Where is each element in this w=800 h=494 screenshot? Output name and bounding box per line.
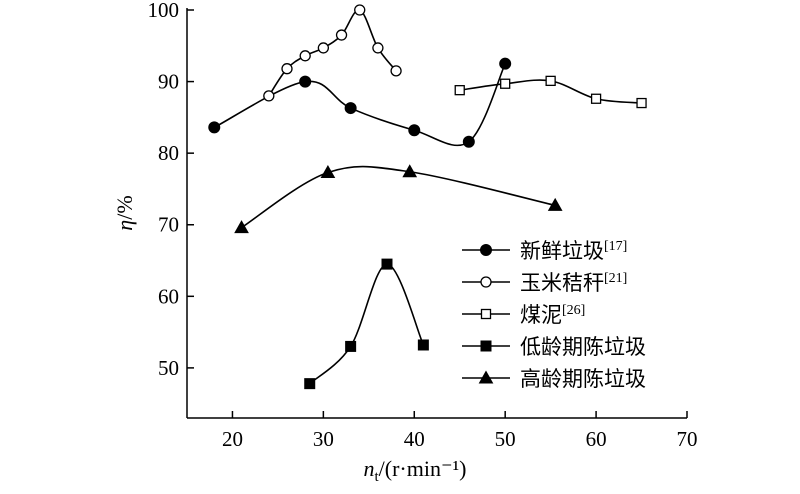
legend-label: 高龄期陈垃圾 xyxy=(520,367,646,391)
legend-label: 新鲜垃圾[17] xyxy=(520,239,627,263)
x-axis-title-main: n xyxy=(363,456,374,481)
data-point xyxy=(417,339,429,351)
y-axis-title-main: η xyxy=(112,220,137,231)
series-3 xyxy=(454,75,647,109)
series-5 xyxy=(234,164,563,234)
y-tick-label: 70 xyxy=(158,213,179,237)
data-point xyxy=(500,78,511,89)
data-point xyxy=(304,378,316,390)
plot-axes xyxy=(186,8,687,419)
data-point xyxy=(299,75,312,88)
data-point xyxy=(454,85,465,96)
legend-label: 煤泥[26] xyxy=(520,303,585,327)
legend-label-name: 玉米秸秆 xyxy=(520,271,604,295)
data-point xyxy=(590,93,602,104)
series-4 xyxy=(304,258,429,390)
data-point xyxy=(636,97,647,109)
legend-item: 玉米秸秆[21] xyxy=(462,271,627,295)
data-point xyxy=(499,57,512,70)
data-point xyxy=(281,63,293,75)
y-tick-label: 60 xyxy=(158,284,179,308)
x-tick-label: 50 xyxy=(495,427,516,451)
y-tick-label: 100 xyxy=(148,0,180,22)
data-point xyxy=(372,42,384,54)
legend-swatch-marker xyxy=(480,340,492,352)
data-point xyxy=(381,258,393,270)
data-point xyxy=(299,50,311,62)
data-point xyxy=(545,75,556,87)
x-tick-label: 20 xyxy=(222,427,243,451)
data-point xyxy=(234,220,249,234)
legend-item: 新鲜垃圾[17] xyxy=(462,239,627,263)
legend-label: 低龄期陈垃圾 xyxy=(520,335,646,359)
series-line xyxy=(213,63,506,147)
y-tick-label: 50 xyxy=(158,356,179,380)
legend-swatch-marker xyxy=(480,276,492,288)
legend-swatch-marker xyxy=(480,308,492,320)
legend-label-ref: [26] xyxy=(562,303,585,318)
legend-label-name: 煤泥 xyxy=(520,303,562,327)
legend-item: 高龄期陈垃圾 xyxy=(462,367,646,391)
legend-label-name: 低龄期陈垃圾 xyxy=(520,335,646,359)
x-tick-label: 60 xyxy=(586,427,607,451)
x-axis-title-units: /(r·min⁻¹) xyxy=(379,456,467,481)
legend-label-name: 新鲜垃圾 xyxy=(520,239,604,263)
y-axis-title-units: /% xyxy=(112,195,137,219)
data-point xyxy=(208,121,221,134)
legend-item: 煤泥[26] xyxy=(462,303,585,327)
legend-label-ref: [21] xyxy=(604,271,627,286)
legend-label: 玉米秸秆[21] xyxy=(520,271,627,295)
data-point xyxy=(390,65,402,77)
data-point xyxy=(263,90,275,102)
series-2 xyxy=(263,4,402,102)
legend-swatch-marker xyxy=(480,244,492,256)
data-point xyxy=(345,340,357,352)
x-axis-title: nt/(r·min⁻¹) xyxy=(363,456,466,485)
data-point xyxy=(320,164,336,178)
legend-swatch-marker xyxy=(478,370,494,384)
y-ticks: 50 60 70 80 90 100 xyxy=(148,0,194,380)
x-tick-label: 30 xyxy=(313,427,334,451)
y-axis-title: η/% xyxy=(112,195,137,230)
legend-label-ref: [17] xyxy=(604,239,627,254)
x-tick-label: 70 xyxy=(677,427,698,451)
data-point xyxy=(547,197,563,211)
data-point xyxy=(354,4,366,16)
data-point xyxy=(317,42,330,54)
series-layer xyxy=(208,4,647,390)
data-point xyxy=(408,124,421,137)
data-point xyxy=(344,102,357,115)
x-ticks: 20 30 40 50 60 70 xyxy=(222,411,698,451)
series-1 xyxy=(208,57,512,148)
data-point xyxy=(402,164,418,178)
data-point xyxy=(335,29,348,41)
series-line xyxy=(241,165,556,229)
data-point xyxy=(462,135,475,148)
series-line xyxy=(309,263,425,385)
legend-label-name: 高龄期陈垃圾 xyxy=(520,367,646,391)
y-tick-label: 90 xyxy=(158,70,179,94)
legend-item: 低龄期陈垃圾 xyxy=(462,335,646,359)
x-axis-title-sub: t xyxy=(374,469,379,485)
y-tick-label: 80 xyxy=(158,141,179,165)
x-tick-label: 40 xyxy=(404,427,425,451)
